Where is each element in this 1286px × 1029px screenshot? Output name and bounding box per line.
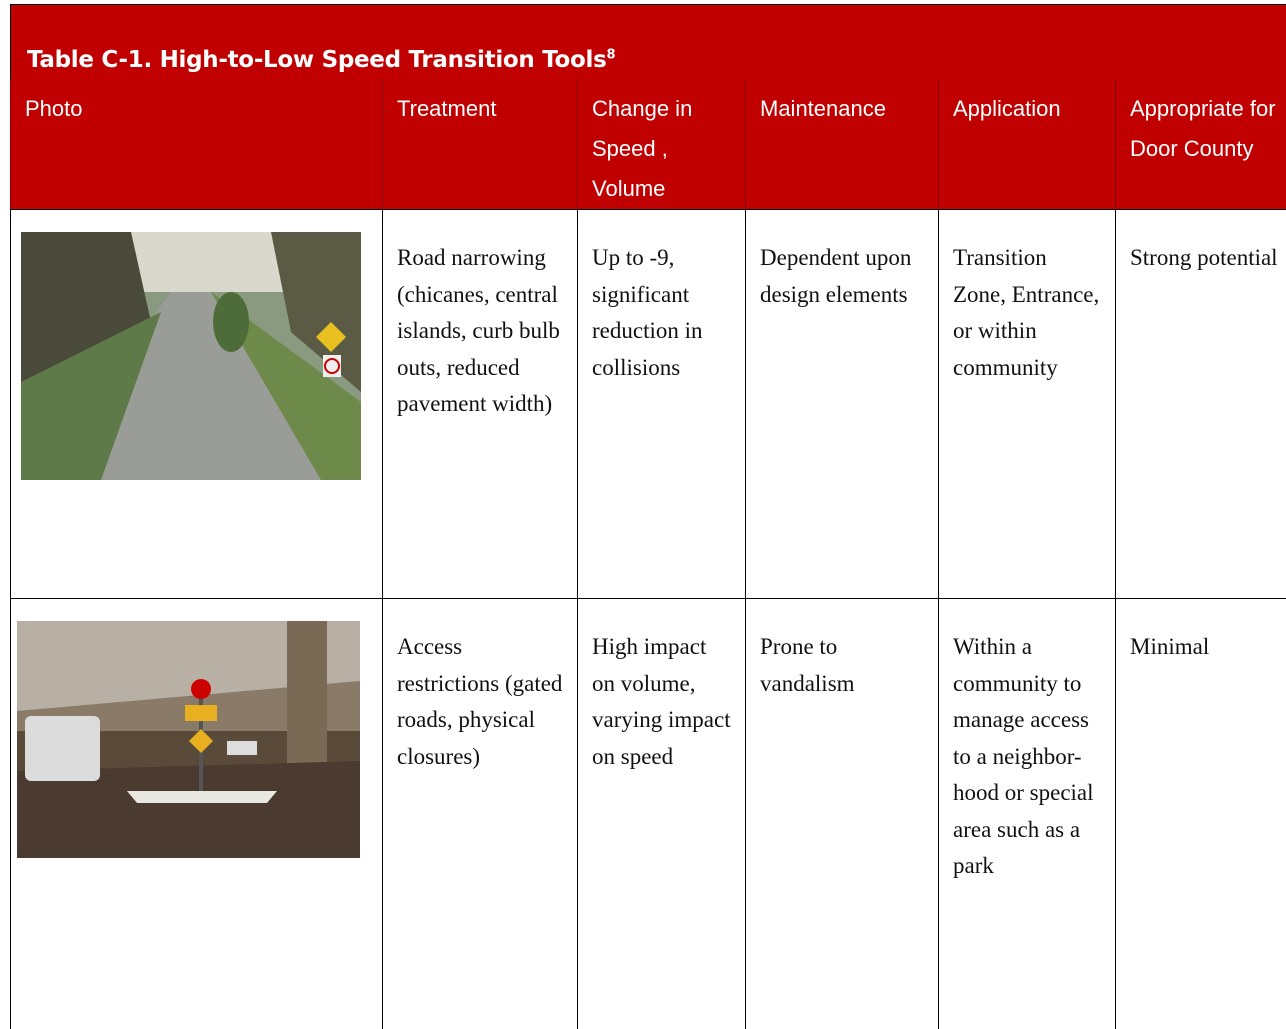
title-footnote: 8 — [607, 47, 616, 62]
header-row: Photo Treatment Change in Speed , Volume… — [11, 79, 1286, 210]
header-cell: Treatment — [383, 79, 578, 210]
table-title: Table C-1. High-to-Low Speed Transition … — [27, 47, 615, 73]
row: Road narrowing (chicanes, central island… — [11, 210, 1286, 599]
title-text: Table C-1. High-to-Low Speed Transition … — [27, 47, 607, 73]
header-cell: Photo — [11, 79, 383, 210]
cell: Minimal — [1116, 599, 1286, 1029]
table: Photo Treatment Change in Speed , Volume… — [10, 79, 1286, 1029]
photo — [21, 232, 361, 480]
header-cell: Appropriate for Door County — [1116, 79, 1286, 210]
table-container: Table C-1. High-to-Low Speed Transition … — [10, 4, 1286, 1029]
cell: Transition Zone, Entrance, or within com… — [939, 210, 1116, 599]
cell: High impact on volume, varying impact on… — [578, 599, 746, 1029]
row: Access restrictions (gated roads, physic… — [11, 599, 1286, 1029]
cell: Road narrowing (chicanes, central island… — [383, 210, 578, 599]
cell: Up to -9, significant reduction in colli… — [578, 210, 746, 599]
header-cell: Change in Speed , Volume — [578, 79, 746, 210]
cell: Prone to vandalism — [746, 599, 939, 1029]
page: Table C-1. High-to-Low Speed Transition … — [0, 0, 1286, 982]
cell: Strong potential — [1116, 210, 1286, 599]
cell: Within a community to manage access to a… — [939, 599, 1116, 1029]
header-cell: Application — [939, 79, 1116, 210]
photo-cell — [11, 599, 383, 1029]
cell: Access restrictions (gated roads, physic… — [383, 599, 578, 1029]
photo-cell — [11, 210, 383, 599]
photo — [17, 621, 360, 858]
cell: Dependent upon design elements — [746, 210, 939, 599]
title-bar: Table C-1. High-to-Low Speed Transition … — [10, 4, 1286, 79]
header-cell: Maintenance — [746, 79, 939, 210]
